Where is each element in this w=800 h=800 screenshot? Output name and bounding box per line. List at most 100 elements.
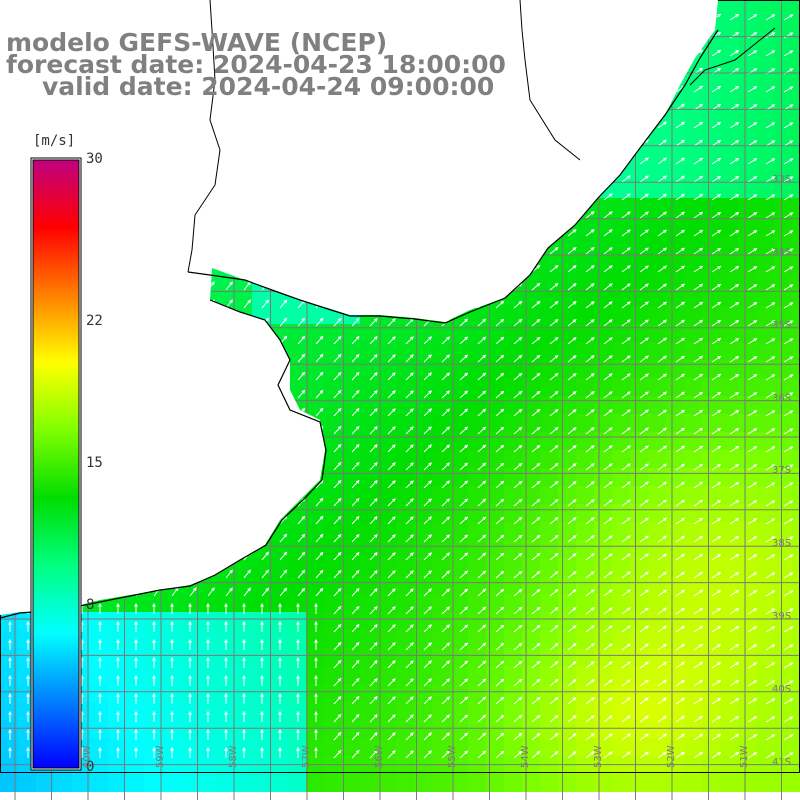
wind-speed-cell	[432, 720, 450, 738]
wind-arrow	[423, 354, 432, 363]
wind-arrow-head	[518, 462, 523, 467]
wind-arrow-head	[464, 552, 469, 557]
wind-speed-cell	[108, 630, 126, 648]
wind-speed-cell	[576, 720, 594, 738]
wind-speed-cell	[234, 576, 252, 594]
wind-speed-cell	[630, 630, 648, 648]
wind-arrow-head	[753, 428, 758, 432]
wind-arrow	[729, 572, 739, 579]
wind-arrow-head	[392, 372, 396, 376]
wind-arrow	[711, 518, 721, 525]
wind-speed-cell	[468, 684, 486, 702]
wind-speed-cell	[720, 594, 738, 612]
wind-arrow-head	[717, 103, 722, 108]
wind-arrow	[459, 570, 468, 579]
wind-arrow	[423, 444, 432, 453]
wind-arrow	[351, 444, 360, 453]
wind-arrow	[279, 534, 287, 543]
wind-speed-cell	[396, 468, 414, 486]
wind-speed-cell	[378, 630, 396, 648]
wind-speed-cell	[702, 684, 720, 702]
wind-arrow-head	[753, 140, 758, 144]
wind-speed-cell	[702, 468, 720, 486]
wind-arrow	[639, 427, 649, 435]
wind-arrow-head	[373, 462, 378, 466]
wind-arrow	[531, 589, 541, 597]
wind-speed-cell	[198, 630, 216, 648]
wind-arrow	[477, 318, 486, 327]
wind-arrow	[747, 500, 757, 507]
wind-speed-cell	[468, 324, 486, 342]
wind-arrow-head	[681, 571, 686, 576]
wind-arrow-head	[699, 355, 704, 360]
wind-arrow-head	[482, 354, 487, 359]
wind-speed-cell	[648, 180, 666, 198]
wind-arrow	[477, 588, 486, 597]
wind-arrow-head	[645, 517, 650, 522]
wind-arrow-head	[753, 392, 758, 396]
wind-speed-cell	[306, 594, 324, 612]
wind-speed-cell	[270, 648, 288, 666]
wind-arrow-head	[681, 103, 686, 108]
wind-arrow-head	[735, 212, 740, 216]
wind-arrow	[675, 391, 685, 399]
wind-arrow	[657, 373, 667, 381]
wind-arrow	[603, 445, 613, 453]
wind-arrow-head	[699, 157, 704, 162]
wind-speed-cell	[432, 468, 450, 486]
wind-speed-cell	[684, 360, 702, 378]
wind-arrow-head	[771, 536, 776, 540]
wind-speed-cell	[684, 162, 702, 180]
wind-arrow-head	[536, 480, 541, 485]
wind-arrow	[387, 588, 396, 597]
wind-arrow-head	[301, 317, 306, 322]
wind-arrow-head	[699, 193, 704, 198]
wind-arrow-head	[717, 49, 722, 54]
wind-arrow	[603, 337, 613, 345]
wind-arrow-head	[392, 588, 396, 592]
wind-arrow-head	[500, 318, 505, 323]
wind-arrow-head	[482, 480, 487, 485]
wind-speed-cell	[720, 468, 738, 486]
wind-speed-cell	[792, 432, 800, 450]
wind-arrow-head	[337, 389, 342, 394]
wind-arrow-head	[518, 534, 523, 539]
wind-arrow-head	[699, 283, 704, 288]
wind-arrow	[639, 283, 649, 291]
wind-speed-cell	[738, 612, 756, 630]
wind-speed-cell	[612, 558, 630, 576]
wind-speed-cell	[108, 612, 126, 630]
wind-speed-cell	[0, 738, 18, 756]
wind-arrow-head	[681, 121, 686, 126]
wind-arrow-head	[536, 408, 541, 413]
wind-speed-cell	[270, 738, 288, 756]
wind-arrow-head	[663, 301, 668, 306]
wind-arrow-head	[771, 590, 776, 594]
wind-speed-cell	[666, 396, 684, 414]
wind-arrow	[387, 552, 396, 561]
wind-arrow	[657, 391, 667, 399]
wind-speed-cell	[774, 522, 792, 540]
wind-arrow-head	[229, 299, 233, 304]
wind-speed-cell	[540, 684, 558, 702]
wind-speed-cell	[738, 504, 756, 522]
wind-arrow	[405, 480, 414, 489]
wind-arrow-head	[373, 336, 378, 340]
wind-speed-cell	[576, 288, 594, 306]
wind-arrow	[369, 408, 378, 417]
wind-arrow-head	[717, 67, 722, 72]
wind-speed-cell	[684, 378, 702, 396]
wind-arrow-head	[319, 317, 324, 322]
wind-arrow-head	[590, 607, 595, 611]
wind-speed-cell	[756, 162, 774, 180]
wind-arrow-head	[753, 464, 758, 468]
wind-speed-cell	[792, 252, 800, 270]
wind-arrow-head	[663, 571, 668, 576]
wind-speed-cell	[756, 612, 774, 630]
wind-arrow	[783, 482, 793, 489]
wind-arrow	[477, 390, 486, 399]
wind-arrow-head	[590, 517, 595, 521]
wind-arrow-head	[590, 481, 595, 485]
wind-speed-cell	[342, 558, 360, 576]
wind-arrow-head	[717, 139, 722, 144]
